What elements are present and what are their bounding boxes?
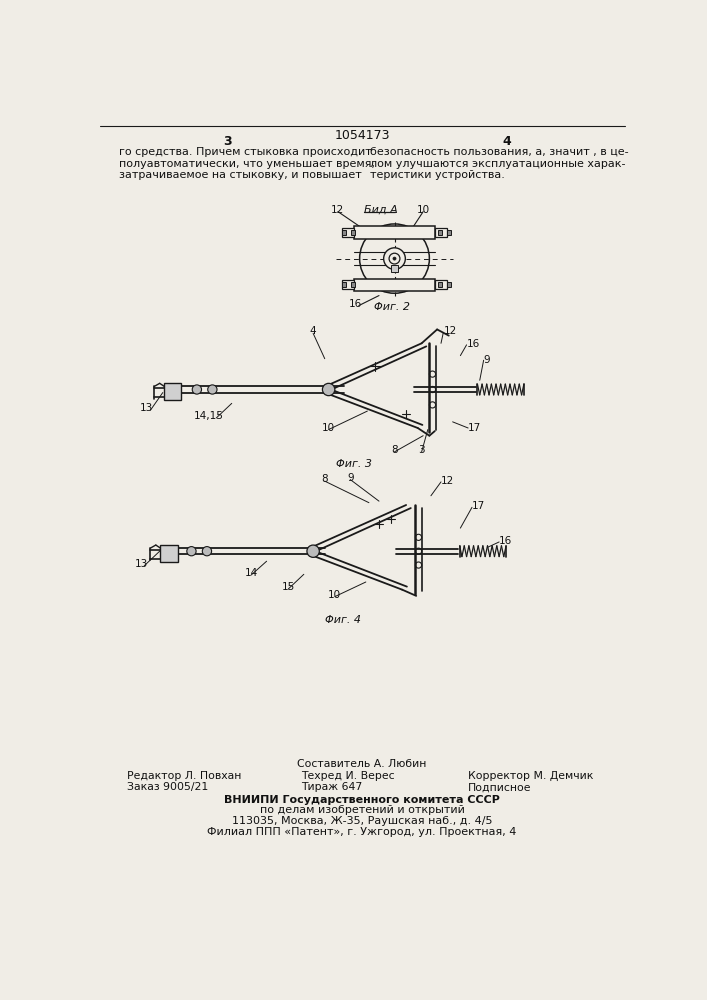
Text: Φиг. 4: Φиг. 4 [325, 615, 361, 625]
Text: 15: 15 [281, 582, 295, 592]
Text: Корректор М. Демчик: Корректор М. Демчик [468, 771, 593, 781]
Text: 12: 12 [332, 205, 344, 215]
Circle shape [384, 248, 405, 269]
Bar [341, 230, 346, 235]
Text: 13: 13 [140, 403, 153, 413]
Bar [448, 230, 451, 235]
Text: 10: 10 [328, 590, 341, 600]
Bar [341, 228, 354, 237]
Text: 8: 8 [391, 445, 398, 455]
Text: Бид A: Бид A [363, 205, 397, 215]
Text: 12: 12 [441, 476, 455, 486]
Text: 17: 17 [472, 501, 485, 511]
Text: 14: 14 [245, 568, 258, 578]
Circle shape [389, 253, 400, 264]
Bar [351, 282, 355, 287]
Text: 3: 3 [223, 135, 232, 148]
Text: 1054173: 1054173 [334, 129, 390, 142]
Text: 17: 17 [468, 423, 481, 433]
Text: Тираж 647: Тираж 647 [301, 782, 363, 792]
Text: Составитель А. Любин: Составитель А. Любин [297, 759, 426, 769]
Bar [341, 282, 346, 287]
Circle shape [202, 547, 211, 556]
Text: 8: 8 [322, 474, 328, 484]
Circle shape [307, 545, 320, 557]
Text: 113035, Москва, Ж-35, Раушская наб., д. 4/5: 113035, Москва, Ж-35, Раушская наб., д. … [232, 816, 492, 826]
Text: 10: 10 [322, 423, 335, 433]
Bar [354, 226, 435, 239]
Text: Техред И. Верес: Техред И. Верес [301, 771, 395, 781]
Circle shape [192, 385, 201, 394]
Bar [448, 282, 451, 287]
Bar [354, 279, 435, 291]
Text: 4: 4 [503, 135, 511, 148]
Bar [160, 545, 177, 562]
Bar [435, 280, 448, 289]
Bar [351, 230, 355, 235]
Circle shape [393, 257, 396, 260]
Circle shape [187, 547, 196, 556]
Text: ВНИИПИ Государственного комитета СССР: ВНИИПИ Государственного комитета СССР [224, 795, 500, 805]
Text: безопасность пользования, а, значит , в це-
лом улучшаются эксплуатационные хара: безопасность пользования, а, значит , в … [370, 147, 629, 180]
Text: Φиг. 2: Φиг. 2 [373, 302, 409, 312]
Bar [391, 265, 398, 272]
Bar [438, 230, 442, 235]
Bar [164, 383, 182, 400]
Bar [341, 280, 354, 289]
Text: 12: 12 [443, 326, 457, 336]
Circle shape [322, 383, 335, 396]
Text: Φиг. 3: Φиг. 3 [337, 459, 373, 469]
Text: Редактор Л. Повхан: Редактор Л. Повхан [127, 771, 242, 781]
Text: 16: 16 [467, 339, 480, 349]
Text: по делам изобретений и открытий: по делам изобретений и открытий [259, 805, 464, 815]
Text: 16: 16 [349, 299, 363, 309]
Text: 16: 16 [499, 536, 513, 546]
Text: 13: 13 [134, 559, 148, 569]
Circle shape [208, 385, 217, 394]
Text: 9: 9 [484, 355, 490, 365]
Text: 9: 9 [347, 473, 354, 483]
Bar [438, 282, 442, 287]
Text: Филиал ППП «Патент», г. Ужгород, ул. Проектная, 4: Филиал ППП «Патент», г. Ужгород, ул. Про… [207, 827, 517, 837]
Text: 10: 10 [416, 205, 430, 215]
Text: Заказ 9005/21: Заказ 9005/21 [127, 782, 209, 792]
Text: 4: 4 [310, 326, 317, 336]
Text: 14,15: 14,15 [194, 411, 223, 421]
Bar [435, 228, 448, 237]
Text: го средства. Причем стыковка происходит
полуавтоматически, что уменьшает время,
: го средства. Причем стыковка происходит … [119, 147, 375, 180]
Text: Подписное: Подписное [468, 782, 532, 792]
Text: 3: 3 [419, 445, 425, 455]
